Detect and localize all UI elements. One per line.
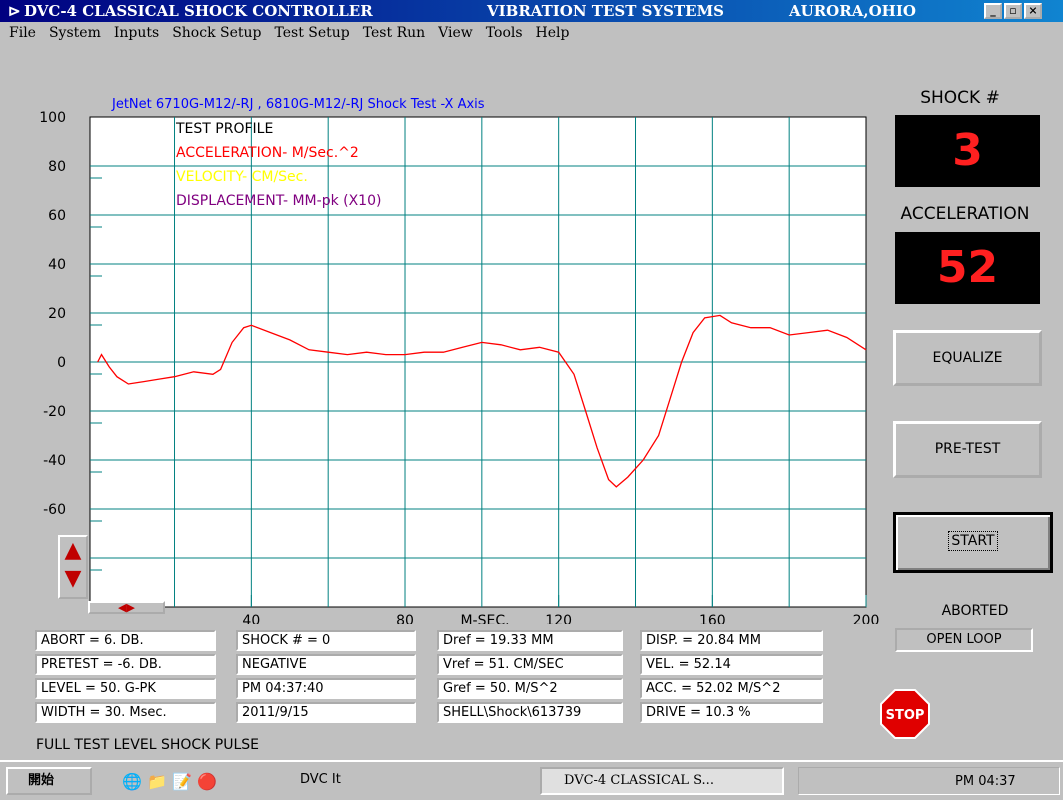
menu-item[interactable]: System [48,25,101,41]
menu-item[interactable]: Test Run [362,25,426,41]
x-tick-label: 200 [853,613,880,624]
accel-label: ACCELERATION [900,204,1030,224]
info-field: NEGATIVE [236,654,416,675]
task-button[interactable]: DVC-4 CLASSICAL S... [540,767,784,795]
title-bar: ⊳ DVC-4 CLASSICAL SHOCK CONTROLLER VIBRA… [0,0,1063,22]
minimize-button[interactable]: _ [984,3,1002,19]
info-field: PRETEST = -6. DB. [35,654,216,675]
title-text: DVC-4 CLASSICAL SHOCK CONTROLLER [24,2,373,20]
y-tick-label: -40 [43,453,66,469]
close-button[interactable]: × [1024,3,1042,19]
taskbar: 開始 🌐 📁 📝 🔴 DVC It DVC-4 CLASSICAL S... P… [0,760,1063,800]
x-tick-label: 80 [396,613,414,624]
stop-sign[interactable]: STOP [879,688,931,740]
menu-item[interactable]: Test Setup [274,25,350,41]
shock-label: SHOCK # [920,88,1000,108]
data-line [97,314,867,488]
x-tick-label: 120 [545,613,572,624]
y-tick-label: 60 [48,208,66,224]
legend-entry: VELOCITY- CM/Sec. [176,169,308,185]
info-field: Vref = 51. CM/SEC [437,654,623,675]
legend-entry: TEST PROFILE [175,121,273,137]
title-text: VIBRATION TEST SYSTEMS [487,2,725,20]
run-status: ABORTED [941,603,1009,619]
y-tick-label: 0 [57,355,66,371]
plot: -60 -40 -20 0 20 40 60 80 100 40 80 120 160 200 M-SEC.… [39,97,880,624]
menu-item[interactable]: Help [535,25,570,41]
x-tick-label: 40 [242,613,260,624]
y-tick-label: -60 [43,502,66,518]
quick-launch[interactable]: 🌐 📁 📝 🔴 [122,772,217,791]
accel-display: 52 [895,232,1040,304]
start-label: START [948,531,998,551]
info-field: 2011/9/15 [236,702,416,723]
info-field: ACC. = 52.02 M/S^2 [640,678,823,699]
info-field: DISP. = 20.84 MM [640,630,823,651]
info-field: SHELL\Shock\613739 [437,702,623,723]
y-tick-label: 40 [48,257,66,273]
info-field: WIDTH = 30. Msec. [35,702,216,723]
info-field: ABORT = 6. DB. [35,630,216,651]
horizontal-scale-control[interactable]: ◀▶ [88,601,165,614]
menu-item[interactable]: Tools [485,25,523,41]
menu-item[interactable]: Inputs [113,25,160,41]
system-tray [798,767,1060,795]
stop-octagon [880,689,930,739]
clock: PM 04:37 [955,774,1016,789]
y-tick-label: 20 [48,306,66,322]
legend-entry: DISPLACEMENT- MM-pk (X10) [176,193,381,209]
menu-item[interactable]: Shock Setup [172,25,262,41]
loop-status: OPEN LOOP [895,628,1033,652]
equalize-button[interactable]: EQUALIZE [893,330,1042,386]
menu-bar: File System Inputs Shock Setup Test Setup Tes… [0,22,1063,44]
info-field: VEL. = 52.14 [640,654,823,675]
y-tick-label: 100 [39,110,66,126]
title-text: AURORA,OHIO [789,2,916,20]
x-tick-label: 160 [699,613,726,624]
shock-display: 3 [895,115,1040,187]
info-field: SHOCK # = 0 [236,630,416,651]
x-axis-label: M-SEC. [460,613,509,624]
chart-title: JetNet 6710G-M12/-RJ , 6810G-M12/-RJ Sho… [111,97,485,112]
start-button[interactable]: START [893,512,1053,573]
menu-item[interactable]: File [9,25,36,41]
y-tick-label: -20 [43,404,66,420]
status-bar: FULL TEST LEVEL SHOCK PULSE [36,737,260,753]
info-field: Dref = 19.33 MM [437,630,623,651]
vertical-scale-control[interactable]: ▲ ▼ [58,535,88,599]
info-field: PM 04:37:40 [236,678,416,699]
info-field: DRIVE = 10.3 % [640,702,823,723]
maximize-button[interactable]: ▫ [1004,3,1022,19]
stop-text: STOP [886,708,925,723]
app-shortcut[interactable]: DVC It [300,772,341,787]
title-icon: ⊳ [8,2,21,20]
menu-item[interactable]: View [438,25,473,41]
info-field: LEVEL = 50. G-PK [35,678,216,699]
legend-entry: ACCELERATION- M/Sec.^2 [176,145,359,161]
y-tick-label: 80 [48,159,66,175]
start-menu-button[interactable]: 開始 [6,767,92,795]
pre-test-button[interactable]: PRE-TEST [893,421,1042,478]
info-field: Gref = 50. M/S^2 [437,678,623,699]
